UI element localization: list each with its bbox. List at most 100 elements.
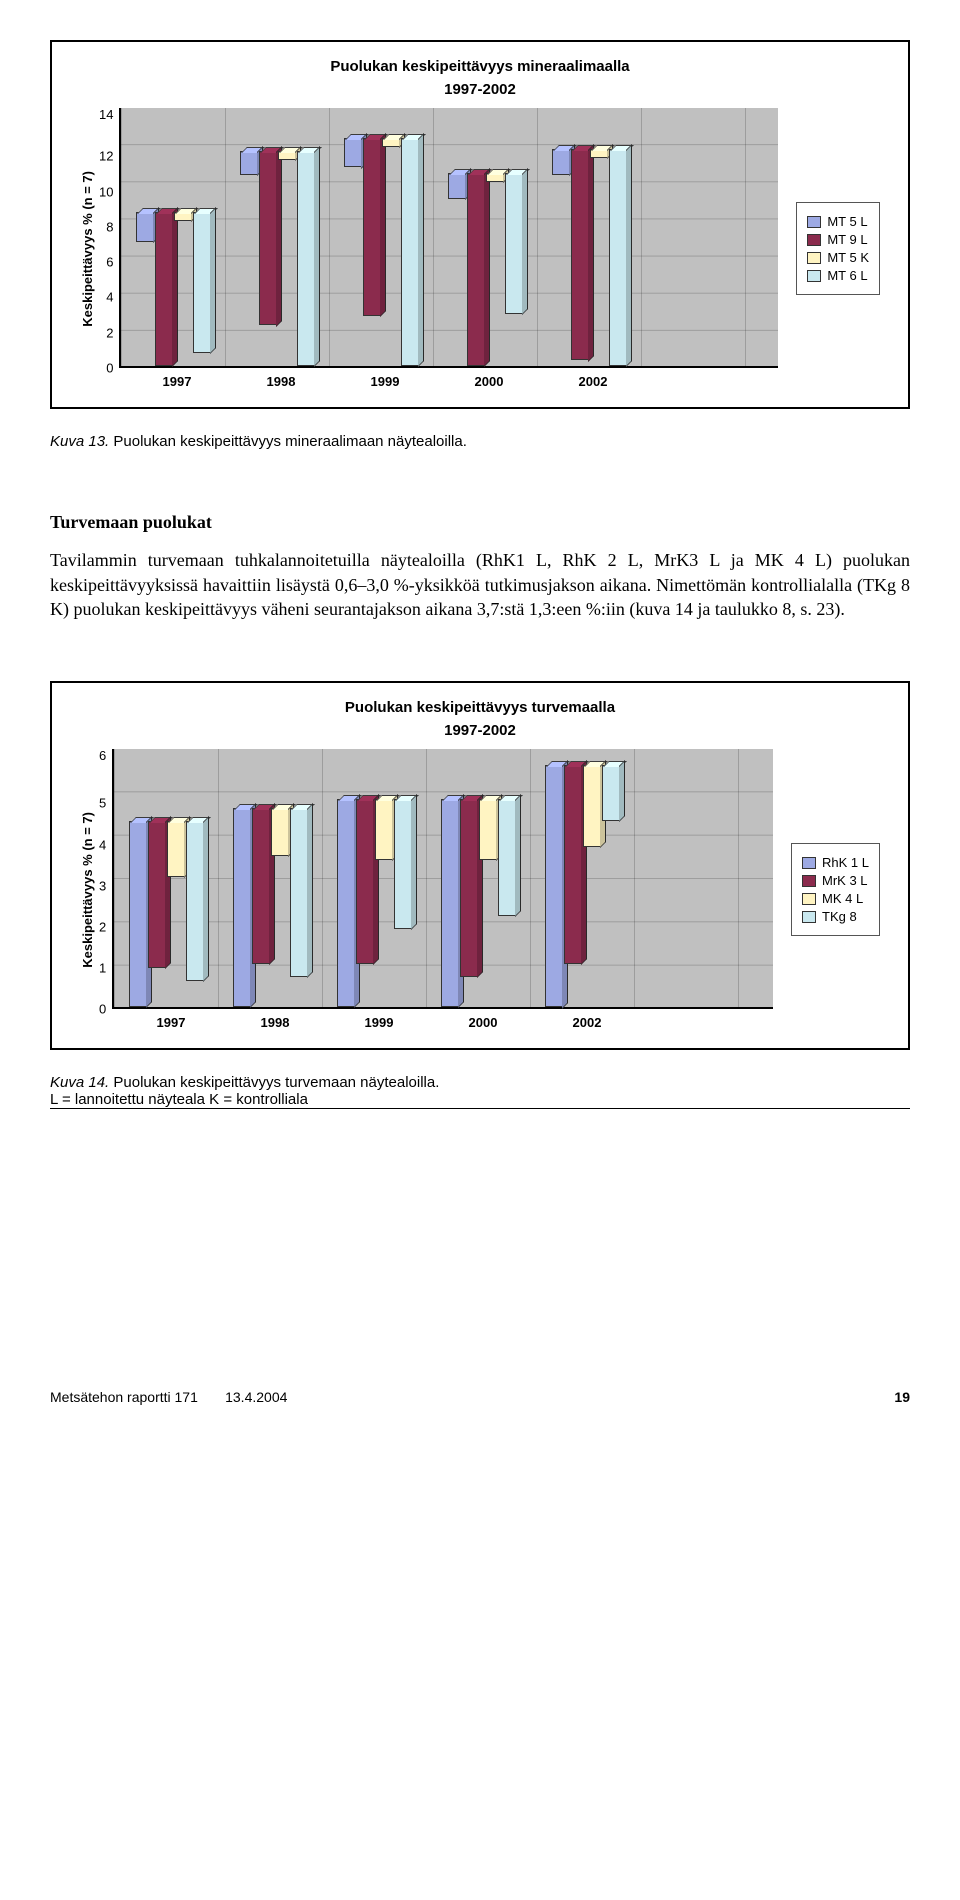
chart-1-subtitle: 1997-2002 — [80, 81, 880, 98]
bar — [545, 765, 563, 1008]
x-tick: 1997 — [119, 1009, 223, 1030]
legend-swatch — [802, 875, 816, 887]
y-tick: 2 — [99, 920, 106, 933]
caption-2-line1: Puolukan keskipeittävyys turvemaan näyte… — [109, 1074, 439, 1091]
chart-1-container: Puolukan keskipeittävyys mineraalimaalla… — [50, 40, 910, 409]
legend-label: MT 5 K — [827, 250, 869, 265]
legend-swatch — [807, 234, 821, 246]
chart-2-ylabel: Keskipeittävyys % (n = 7) — [80, 812, 95, 968]
y-tick: 1 — [99, 961, 106, 974]
bar-group — [121, 212, 225, 366]
legend-label: TKg 8 — [822, 909, 857, 924]
bar-group — [114, 821, 218, 1007]
bar — [356, 799, 374, 964]
bar-group — [225, 151, 329, 366]
bar — [394, 799, 412, 929]
bar — [278, 151, 296, 160]
bar-group — [322, 799, 426, 1007]
chart-1-legend: MT 5 L MT 9 L MT 5 K MT 6 L — [796, 202, 880, 295]
legend-label: MT 9 L — [827, 232, 867, 247]
legend-item: TKg 8 — [802, 909, 869, 924]
legend-label: MK 4 L — [822, 891, 863, 906]
bar — [136, 212, 154, 242]
chart-2-yticks: 6543210 — [99, 749, 112, 1009]
y-tick: 4 — [99, 838, 106, 851]
bar — [479, 799, 497, 860]
y-tick: 12 — [99, 150, 113, 163]
footer-report: Metsätehon raportti 171 — [50, 1389, 198, 1405]
body-heading: Turvemaan puolukat — [50, 510, 910, 534]
legend-swatch — [802, 911, 816, 923]
bar — [498, 799, 516, 916]
bar — [290, 808, 308, 977]
legend-item: MT 5 L — [807, 214, 869, 229]
x-tick: 1998 — [229, 368, 333, 389]
y-tick: 6 — [106, 256, 113, 269]
footer-date: 13.4.2004 — [225, 1389, 287, 1405]
chart-2-container: Puolukan keskipeittävyys turvemaalla 199… — [50, 681, 910, 1050]
y-tick: 10 — [99, 185, 113, 198]
y-tick: 0 — [99, 1003, 106, 1016]
chart-2-title: Puolukan keskipeittävyys turvemaalla — [80, 699, 880, 716]
caption-1-text: Puolukan keskipeittävyys mineraalimaan n… — [109, 433, 467, 450]
x-tick: 2002 — [535, 1009, 639, 1030]
bar — [271, 808, 289, 856]
caption-1: Kuva 13. Puolukan keskipeittävyys minera… — [50, 433, 910, 450]
bar — [252, 808, 270, 964]
bar — [337, 799, 355, 1007]
legend-item: RhK 1 L — [802, 855, 869, 870]
bar — [401, 138, 419, 366]
bar — [467, 173, 485, 366]
chart-2-subtitle: 1997-2002 — [80, 722, 880, 739]
caption-2-line2: L = lannoitettu näyteala K = kontrollial… — [50, 1091, 308, 1108]
chart-2-xticks: 19971998199920002002 — [119, 1009, 639, 1030]
bar — [174, 212, 192, 221]
bar — [583, 765, 601, 847]
caption-2-label: Kuva 14. — [50, 1074, 109, 1091]
footer-rule — [50, 1108, 910, 1109]
x-tick: 2002 — [541, 368, 645, 389]
legend-swatch — [807, 216, 821, 228]
bar — [590, 149, 608, 158]
bar — [167, 821, 185, 877]
bar — [564, 765, 582, 964]
y-tick: 0 — [106, 361, 113, 374]
bar — [259, 151, 277, 326]
legend-label: RhK 1 L — [822, 855, 869, 870]
legend-item: MT 9 L — [807, 232, 869, 247]
bar-group — [329, 138, 433, 366]
legend-label: MT 5 L — [827, 214, 867, 229]
legend-swatch — [802, 893, 816, 905]
bar — [297, 151, 315, 366]
legend-swatch — [807, 252, 821, 264]
y-tick: 14 — [99, 108, 113, 121]
caption-1-label: Kuva 13. — [50, 433, 109, 450]
bar — [602, 765, 620, 821]
legend-item: MT 5 K — [807, 250, 869, 265]
bar — [129, 821, 147, 1007]
bar — [344, 138, 362, 168]
legend-item: MrK 3 L — [802, 873, 869, 888]
y-tick: 3 — [99, 879, 106, 892]
y-tick: 2 — [106, 326, 113, 339]
legend-swatch — [802, 857, 816, 869]
x-tick: 1998 — [223, 1009, 327, 1030]
bar-group — [537, 149, 641, 366]
bar — [448, 173, 466, 199]
legend-label: MT 6 L — [827, 268, 867, 283]
x-tick: 1999 — [327, 1009, 431, 1030]
x-tick: 2000 — [431, 1009, 535, 1030]
legend-item: MK 4 L — [802, 891, 869, 906]
footer: Metsätehon raportti 171 13.4.2004 19 — [50, 1108, 910, 1405]
y-tick: 4 — [106, 291, 113, 304]
y-tick: 5 — [99, 797, 106, 810]
legend-label: MrK 3 L — [822, 873, 868, 888]
chart-2-ylabel-wrap: Keskipeittävyys % (n = 7) — [80, 749, 95, 1030]
bar — [375, 799, 393, 860]
bar — [193, 212, 211, 353]
bar — [609, 149, 627, 366]
bar — [460, 799, 478, 977]
bar — [382, 138, 400, 147]
bar — [505, 173, 523, 314]
chart-1-ylabel-wrap: Keskipeittävyys % (n = 7) — [80, 108, 95, 389]
